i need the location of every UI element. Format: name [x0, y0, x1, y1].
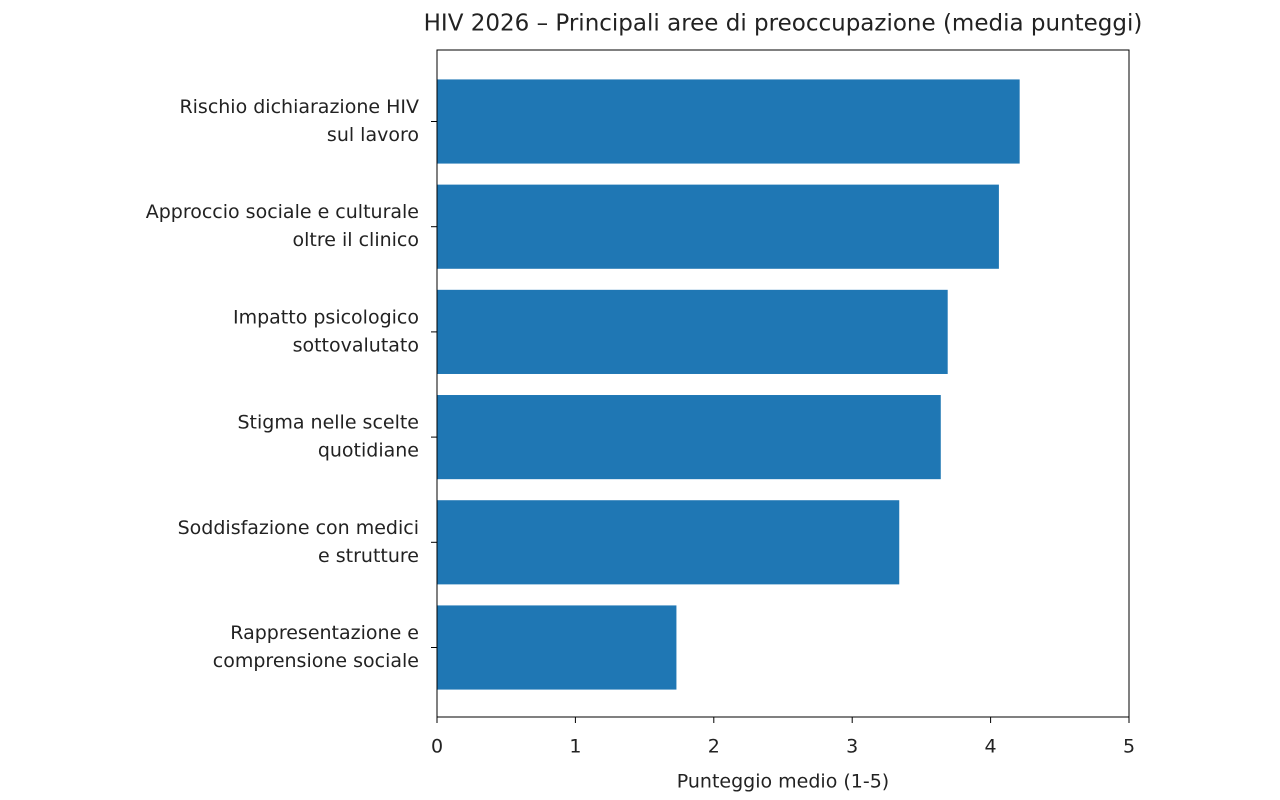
bar	[437, 395, 941, 480]
bar	[437, 79, 1020, 164]
y-tick-label: sul lavoro	[327, 124, 419, 146]
y-tick-label: Rappresentazione e	[230, 622, 419, 644]
x-tick-label: 0	[431, 736, 443, 758]
x-tick-label: 2	[708, 736, 720, 758]
plot-frame	[436, 49, 1130, 718]
bar	[437, 500, 900, 585]
bar	[437, 605, 677, 690]
y-tick-label: Stigma nelle scelte	[237, 412, 419, 434]
x-tick-label: 5	[1123, 736, 1135, 758]
y-tick-label: quotidiane	[318, 440, 419, 462]
y-tick-label: Rischio dichiarazione HIV	[179, 96, 419, 118]
x-tick-label: 3	[846, 736, 858, 758]
y-tick-label: comprensione sociale	[213, 650, 419, 672]
y-tick-label: oltre il clinico	[293, 229, 419, 251]
y-tick-label: Approccio sociale e culturale	[146, 201, 419, 223]
x-tick-label: 4	[985, 736, 997, 758]
bar	[437, 184, 999, 269]
y-tick-label: e strutture	[318, 545, 419, 567]
y-tick-label: Impatto psicologico	[233, 306, 419, 328]
x-tick-label: 1	[569, 736, 581, 758]
y-tick-label: sottovalutato	[293, 334, 419, 356]
chart-title: HIV 2026 – Principali aree di preoccupaz…	[424, 11, 1143, 37]
bar	[437, 289, 948, 374]
x-axis-label: Punteggio medio (1-5)	[677, 771, 889, 793]
y-tick-label: Soddisfazione con medici	[178, 517, 419, 539]
